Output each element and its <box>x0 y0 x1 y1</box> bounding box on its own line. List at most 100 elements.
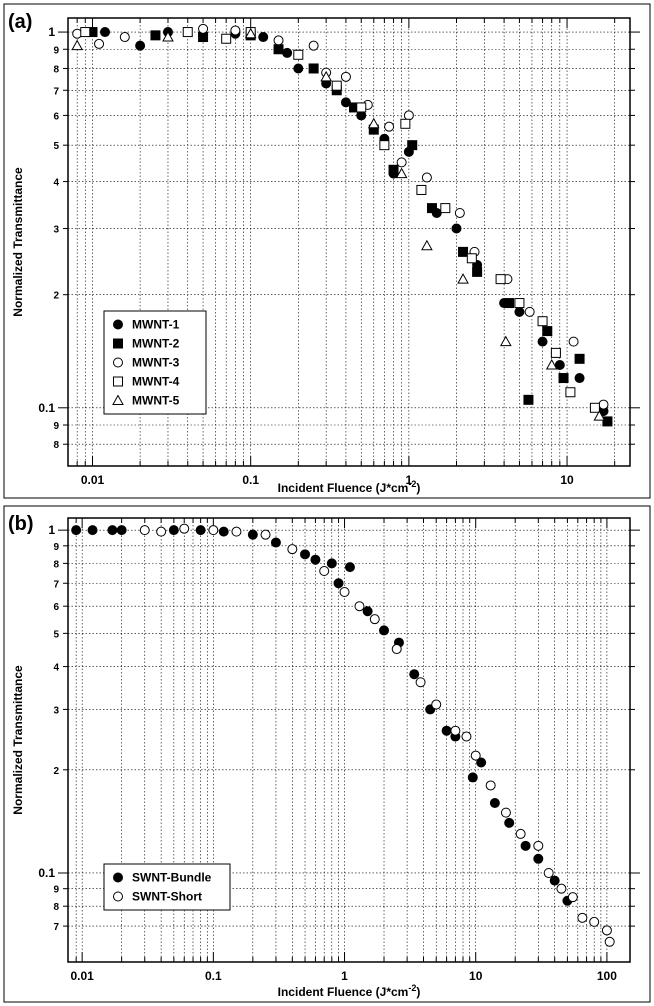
point <box>467 772 478 783</box>
x-tick-label: 1 <box>406 473 413 487</box>
point <box>574 373 585 384</box>
y-tick-label: 3 <box>53 705 59 716</box>
panel-label: (a) <box>8 11 32 33</box>
series <box>71 27 606 421</box>
point <box>379 625 390 636</box>
y-tick-label: 0.1 <box>38 866 55 880</box>
point <box>589 916 600 927</box>
point <box>340 97 351 108</box>
legend-marker <box>113 357 123 368</box>
y-tick-label: 6 <box>53 602 59 613</box>
point <box>198 32 209 43</box>
point <box>87 525 98 536</box>
point <box>273 35 284 46</box>
point <box>100 27 111 38</box>
point <box>601 925 612 936</box>
point <box>568 336 579 347</box>
point <box>515 828 526 839</box>
point <box>499 335 512 347</box>
point <box>119 32 130 43</box>
point <box>258 32 269 43</box>
point <box>565 387 576 398</box>
legend-label: MWNT-3 <box>132 356 180 370</box>
point <box>577 912 588 923</box>
point <box>451 223 462 234</box>
point <box>231 526 242 537</box>
point <box>554 359 565 370</box>
point <box>545 358 558 370</box>
y-tick-label: 8 <box>53 440 59 451</box>
point <box>208 525 219 536</box>
legend-key <box>113 319 123 330</box>
point <box>94 38 105 49</box>
point <box>426 203 437 214</box>
x-axis-title: Incident Fluence (J*cm-2) <box>278 479 421 495</box>
point <box>523 394 534 405</box>
point <box>344 562 355 573</box>
point <box>369 614 380 625</box>
point <box>514 298 525 309</box>
legend-key <box>113 872 123 883</box>
point <box>543 867 554 878</box>
point <box>319 566 330 577</box>
legend-marker <box>113 376 123 387</box>
point <box>310 554 321 565</box>
x-axis-title-part: -2 <box>408 479 416 489</box>
legend-label: MWNT-1 <box>132 318 180 332</box>
panel-frame <box>3 3 651 499</box>
point <box>520 840 531 851</box>
y-tick-label: 5 <box>53 141 59 152</box>
point <box>391 644 402 655</box>
legend-key <box>113 891 123 902</box>
x-axis-title-part: ) <box>416 481 420 495</box>
point <box>340 71 351 82</box>
point <box>537 336 548 347</box>
y-tick-label: 8 <box>53 559 59 570</box>
point <box>396 157 407 168</box>
point <box>400 118 411 129</box>
y-tick-label: 0.1 <box>38 401 55 415</box>
legend-label: MWNT-2 <box>132 337 180 351</box>
y-tick-label: 4 <box>53 663 59 674</box>
point <box>260 529 271 540</box>
point <box>604 936 615 947</box>
point <box>107 525 118 536</box>
x-axis-title-part: -2 <box>408 983 416 993</box>
y-tick-label: 7 <box>53 86 59 97</box>
point <box>533 840 544 851</box>
point <box>466 253 477 264</box>
point <box>485 780 496 791</box>
y-tick-label: 9 <box>53 885 59 896</box>
point <box>244 27 257 39</box>
point <box>542 326 553 337</box>
point <box>198 23 209 34</box>
y-axis-title: Normalized Transmittance <box>11 665 25 815</box>
point <box>567 892 578 903</box>
point <box>282 47 293 58</box>
point <box>504 298 515 309</box>
panel-label: (b) <box>8 513 34 535</box>
point <box>80 27 91 38</box>
point <box>403 110 414 121</box>
point <box>558 373 569 384</box>
y-tick-label: 1 <box>48 523 55 537</box>
legend-marker <box>113 872 123 883</box>
point <box>273 44 284 55</box>
point <box>293 63 304 74</box>
point <box>247 529 258 540</box>
x-axis-title-part: Incident Fluence (J*cm <box>278 481 409 495</box>
y-tick-label: 8 <box>53 902 59 913</box>
x-tick-label: 10 <box>469 969 483 983</box>
point <box>221 33 232 44</box>
point <box>326 558 337 569</box>
point <box>308 40 319 51</box>
y-tick-label: 9 <box>53 542 59 553</box>
y-tick-label: 5 <box>53 629 59 640</box>
point <box>287 544 298 555</box>
point <box>416 184 427 195</box>
x-tick-label: 0.1 <box>242 473 259 487</box>
point <box>431 699 442 710</box>
legend-label: MWNT-4 <box>132 375 180 389</box>
